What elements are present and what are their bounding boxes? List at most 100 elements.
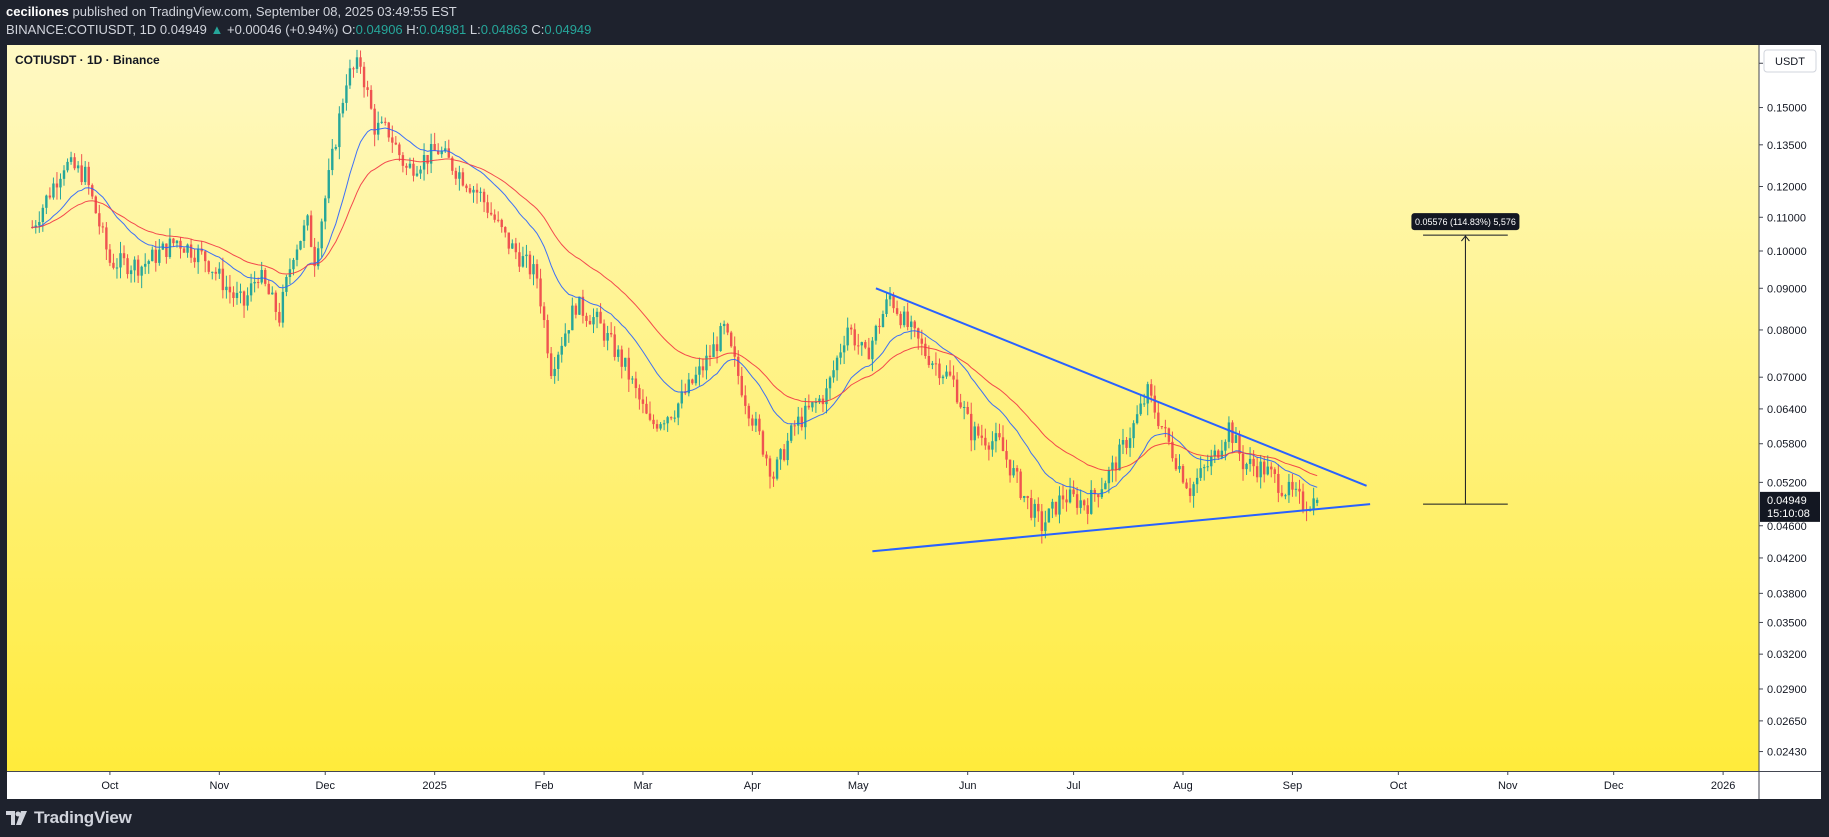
candle-body xyxy=(850,327,853,330)
candle-body xyxy=(52,183,55,198)
candle-body xyxy=(1185,482,1188,489)
candle-body xyxy=(645,403,648,414)
candle-body xyxy=(126,258,129,275)
candle-body xyxy=(221,268,225,291)
candle-body xyxy=(278,311,281,323)
candle-body xyxy=(691,379,694,384)
candle-body xyxy=(422,154,426,170)
y-tick-label: 0.08000 xyxy=(1767,325,1807,337)
candle-body xyxy=(1273,469,1276,474)
candle-body xyxy=(669,417,673,419)
candle-body xyxy=(521,256,525,267)
candle-body xyxy=(726,323,729,333)
candle-body xyxy=(525,254,528,257)
candle-body xyxy=(415,173,419,176)
candle-body xyxy=(394,142,398,145)
candle-body xyxy=(147,261,150,264)
high-label: H: xyxy=(406,22,420,37)
candle-body xyxy=(698,366,701,375)
tradingview-logo[interactable]: TradingView xyxy=(6,808,132,828)
candle-body xyxy=(564,333,567,346)
candle-body xyxy=(1026,496,1029,499)
plot-area[interactable] xyxy=(7,45,1759,771)
candle-body xyxy=(662,423,666,425)
publication-info: published on TradingView.com, September … xyxy=(72,4,457,19)
candle-body xyxy=(1150,384,1153,396)
candle-body xyxy=(638,388,641,400)
candle-body xyxy=(507,232,510,249)
candle-body xyxy=(228,286,232,293)
candle-body xyxy=(366,87,369,90)
candle-body xyxy=(857,345,860,347)
candle-body xyxy=(338,113,341,148)
candle-body xyxy=(680,391,683,404)
candle-body xyxy=(768,458,772,477)
candle-body xyxy=(1287,481,1291,496)
candle-body xyxy=(69,157,73,162)
x-tick-label: 2025 xyxy=(422,780,446,792)
candle-body xyxy=(867,347,871,360)
x-tick-label: Aug xyxy=(1173,780,1193,792)
candle-body xyxy=(631,378,634,380)
candle-body xyxy=(627,357,631,380)
candle-body xyxy=(341,102,345,114)
candle-body xyxy=(1111,462,1114,471)
price-scale[interactable] xyxy=(1759,45,1821,771)
candle-body xyxy=(712,344,715,358)
candle-body xyxy=(504,227,507,233)
candle-body xyxy=(941,376,945,379)
candle-body xyxy=(1019,471,1022,498)
candle-body xyxy=(345,85,348,103)
candle-body xyxy=(899,313,902,326)
candle-body xyxy=(913,321,916,329)
candle-body xyxy=(952,375,955,380)
candle-body xyxy=(189,244,193,258)
candle-body xyxy=(581,296,585,316)
candle-body xyxy=(158,249,161,263)
change-value: +0.00046 (+0.94%) xyxy=(227,22,339,37)
candle-body xyxy=(225,286,228,291)
candle-body xyxy=(532,264,535,275)
candle-body xyxy=(38,222,41,226)
candle-body xyxy=(1241,453,1245,470)
candle-body xyxy=(1252,458,1255,467)
candle-body xyxy=(468,188,472,193)
candle-body xyxy=(860,342,863,346)
currency-button[interactable]: USDT xyxy=(1763,49,1817,73)
candle-body xyxy=(165,243,168,258)
low-value: 0.04863 xyxy=(480,22,528,37)
candle-body xyxy=(705,355,708,371)
candle-body xyxy=(359,57,362,67)
candle-body xyxy=(87,166,90,186)
candle-body xyxy=(998,433,1001,438)
candle-body xyxy=(136,259,140,276)
author-name[interactable]: ceciliones xyxy=(6,4,69,19)
candle-body xyxy=(45,195,48,208)
candle-body xyxy=(987,445,991,450)
candle-body xyxy=(1005,451,1008,460)
candle-body xyxy=(980,435,984,438)
candle-body xyxy=(595,311,599,318)
candle-body xyxy=(267,283,270,295)
candle-body xyxy=(1068,489,1072,503)
candle-body xyxy=(355,57,359,69)
candle-body xyxy=(186,244,189,253)
time-scale[interactable] xyxy=(7,771,1821,799)
candle-body xyxy=(927,355,931,366)
candle-body xyxy=(214,271,217,274)
last-price: 0.04949 xyxy=(159,22,207,37)
candle-body xyxy=(281,291,285,323)
candle-body xyxy=(842,345,846,353)
x-tick-label: Dec xyxy=(1604,780,1624,792)
candle-body xyxy=(677,403,680,418)
candle-body xyxy=(320,221,323,249)
candle-body xyxy=(482,191,486,203)
candle-body xyxy=(1259,461,1262,478)
x-tick-label: Jul xyxy=(1067,780,1081,792)
candle-body xyxy=(292,259,295,270)
candle-body xyxy=(733,346,736,357)
candle-body xyxy=(472,189,475,193)
candle-body xyxy=(1086,505,1089,514)
open-value: 0.04906 xyxy=(355,22,403,37)
